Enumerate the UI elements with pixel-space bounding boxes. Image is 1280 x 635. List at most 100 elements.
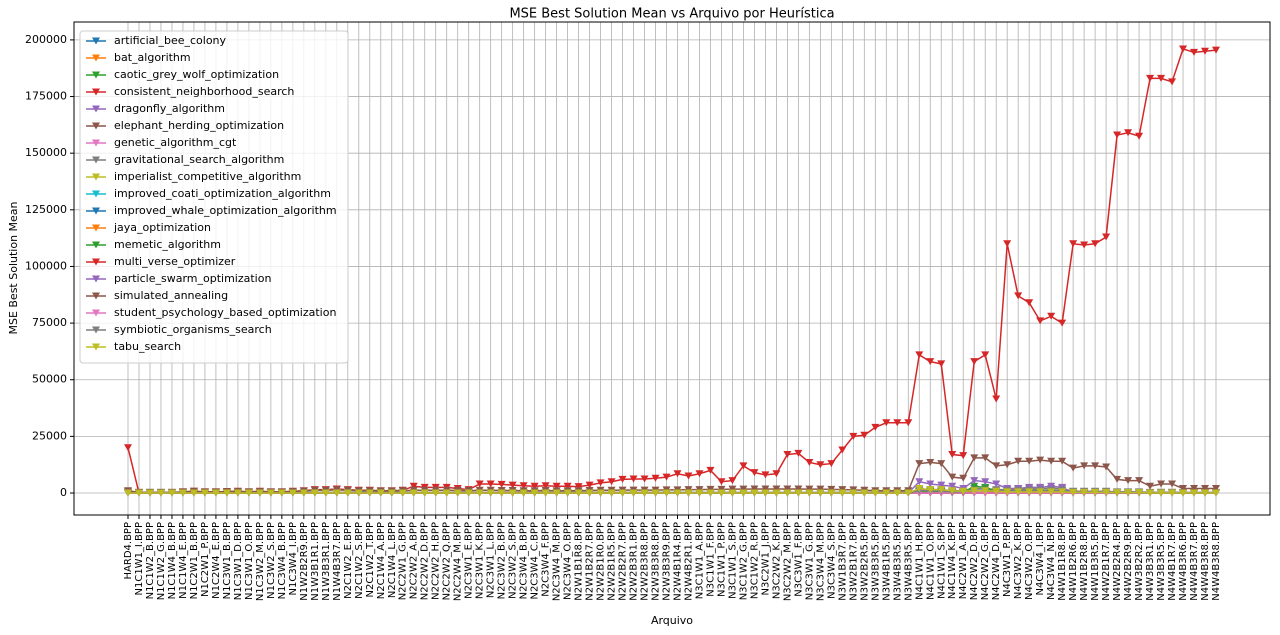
x-tick-label: N4C3W4_N.BPP <box>1046 522 1057 600</box>
point-marker <box>783 489 792 497</box>
x-tick-label: N4C1W4_K.BPP <box>947 522 958 599</box>
point-marker <box>277 489 286 497</box>
point-marker <box>970 477 979 485</box>
chart-title: MSE Best Solution Mean vs Arquivo por He… <box>509 7 834 22</box>
point-marker <box>673 489 682 497</box>
point-marker <box>1036 456 1045 464</box>
point-marker <box>992 487 1001 495</box>
legend-label: student_psychology_based_optimization <box>114 306 336 319</box>
x-tick-label: N4W1B1R8.BPP <box>1057 522 1068 601</box>
point-marker <box>640 489 649 497</box>
point-marker <box>1003 461 1012 469</box>
point-marker <box>574 483 583 491</box>
point-marker <box>1102 233 1111 241</box>
x-tick-label: N1C2W4_E.BPP <box>211 522 222 599</box>
x-tick-label: N2C3W4_B.BPP <box>519 522 530 599</box>
point-marker <box>310 489 319 497</box>
point-marker <box>1058 457 1067 465</box>
x-tick-label: N2W1B2R7.BPP <box>585 522 596 601</box>
y-tick-label: 150000 <box>25 146 67 159</box>
y-tick-label: 100000 <box>25 259 67 272</box>
legend-marker <box>92 139 100 147</box>
point-marker <box>1179 489 1188 497</box>
point-marker <box>398 489 407 497</box>
point-marker <box>1091 462 1100 470</box>
point-marker <box>563 482 572 490</box>
point-marker <box>629 475 638 483</box>
point-marker <box>1157 74 1166 82</box>
point-marker <box>618 489 627 497</box>
point-marker <box>508 489 517 497</box>
point-marker <box>816 485 825 493</box>
x-tick-label: N4C3W1_P.BPP <box>1002 522 1013 597</box>
x-tick-label: N4C1W1_O.BPP <box>925 522 936 600</box>
point-marker <box>849 489 858 497</box>
legend-marker <box>92 156 100 164</box>
point-marker <box>365 489 374 497</box>
point-marker <box>1113 131 1122 139</box>
point-marker <box>1025 457 1034 465</box>
point-marker <box>1146 74 1155 82</box>
point-marker <box>222 489 231 497</box>
point-marker <box>1069 240 1078 248</box>
x-tick-label: N2W4B2R1.BPP <box>683 522 694 601</box>
legend-label: multi_verse_optimizer <box>114 255 236 268</box>
point-marker <box>266 489 275 497</box>
point-marker <box>684 472 693 480</box>
legend-marker <box>92 326 100 334</box>
legend-marker <box>92 241 100 249</box>
point-marker <box>706 489 715 497</box>
point-marker <box>1146 482 1155 490</box>
point-marker <box>838 446 847 454</box>
legend-label: gravitational_search_algorithm <box>114 153 284 166</box>
x-tick-label: N4W2B2R4.BPP <box>1112 522 1123 601</box>
axes-frame <box>73 21 1271 516</box>
x-tick-label: N4W1B3R5.BPP <box>1090 522 1101 601</box>
x-tick-label: N3C1W1_F.BPP <box>705 522 716 597</box>
point-marker <box>442 489 451 497</box>
point-marker <box>497 489 506 497</box>
point-marker <box>618 475 627 483</box>
point-marker <box>695 470 704 478</box>
legend-marker <box>92 88 100 96</box>
point-marker <box>321 489 330 497</box>
x-tick-label: N4W4B1R7.BPP <box>1167 522 1178 601</box>
point-marker <box>706 485 715 493</box>
legend-label: elephant_herding_optimization <box>114 119 284 132</box>
point-marker <box>805 489 814 497</box>
point-marker <box>838 489 847 497</box>
point-marker <box>882 419 891 427</box>
x-tick-label: N4C2W4_D.BPP <box>991 522 1002 600</box>
point-marker <box>255 489 264 497</box>
x-tick-label: N2C2W2_D.BPP <box>420 522 431 600</box>
grid: 0 25000 50000 75000 100000 125000 150000 175000… <box>25 22 1270 601</box>
point-marker <box>827 485 836 493</box>
legend-label: particle_swarm_optimization <box>114 272 271 285</box>
point-marker <box>563 489 572 497</box>
x-tick-label: N2C1W4_L.BPP <box>387 522 398 598</box>
point-marker <box>805 485 814 493</box>
point-marker <box>1014 457 1023 465</box>
point-marker <box>409 489 418 497</box>
point-marker <box>816 461 825 469</box>
x-tick-label: N2C3W2_S.BPP <box>508 522 519 599</box>
point-marker <box>1036 317 1045 325</box>
x-tick-label: N4C3W2_O.BPP <box>1024 522 1035 600</box>
legend-label: memetic_algorithm <box>114 238 221 251</box>
point-marker <box>1201 484 1210 492</box>
point-marker <box>761 489 770 497</box>
legend-label: consistent_neighborhood_search <box>114 85 294 98</box>
x-tick-label: N2C2W4_M.BPP <box>453 522 464 601</box>
point-marker <box>794 485 803 493</box>
x-tick-label: N4C2W1_A.BPP <box>958 522 969 599</box>
point-marker <box>486 489 495 497</box>
point-marker <box>750 489 759 497</box>
legend-marker <box>92 207 100 215</box>
y-tick-label: 0 <box>60 486 67 499</box>
point-marker <box>552 482 561 490</box>
legend-marker <box>92 292 100 300</box>
x-tick-label: N2W1B1R8.BPP <box>574 522 585 601</box>
point-marker <box>519 489 528 497</box>
point-marker <box>750 469 759 477</box>
point-marker <box>728 489 737 497</box>
